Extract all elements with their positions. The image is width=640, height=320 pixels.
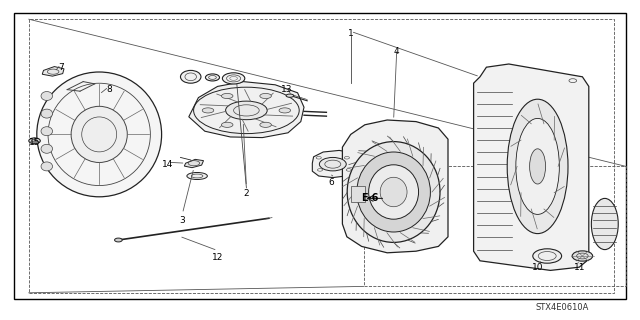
Ellipse shape [115, 238, 122, 242]
Ellipse shape [572, 251, 593, 261]
Polygon shape [342, 120, 448, 253]
Ellipse shape [591, 198, 618, 250]
Text: 15: 15 [29, 138, 40, 147]
Text: 6: 6 [329, 178, 334, 187]
Ellipse shape [508, 99, 568, 234]
Ellipse shape [41, 162, 52, 171]
Ellipse shape [380, 177, 407, 207]
Ellipse shape [286, 94, 294, 97]
Bar [14, 13, 626, 299]
Ellipse shape [369, 165, 419, 219]
Ellipse shape [516, 118, 559, 214]
Ellipse shape [41, 127, 52, 136]
Bar [351, 186, 365, 202]
Text: 10: 10 [532, 263, 543, 272]
Ellipse shape [221, 93, 233, 99]
Ellipse shape [319, 157, 346, 171]
Text: 3: 3 [180, 216, 185, 225]
Polygon shape [189, 82, 304, 138]
Ellipse shape [41, 92, 52, 100]
Text: STX4E0610A: STX4E0610A [536, 303, 589, 312]
Text: 4: 4 [394, 47, 399, 56]
Ellipse shape [205, 74, 220, 81]
Ellipse shape [180, 70, 201, 83]
Ellipse shape [41, 109, 52, 118]
Bar [29, 19, 614, 293]
Text: 14: 14 [162, 160, 173, 169]
Ellipse shape [348, 141, 440, 243]
Text: 7: 7 [58, 63, 63, 72]
Polygon shape [184, 159, 204, 168]
Polygon shape [312, 150, 360, 178]
Ellipse shape [533, 249, 562, 263]
Ellipse shape [221, 122, 233, 127]
Text: 11: 11 [574, 263, 586, 272]
Ellipse shape [202, 108, 214, 113]
Text: 8: 8 [106, 85, 111, 94]
Ellipse shape [36, 72, 162, 197]
Text: 12: 12 [212, 253, 223, 262]
Ellipse shape [260, 122, 271, 127]
Bar [364, 166, 626, 286]
Polygon shape [474, 64, 589, 270]
Ellipse shape [41, 144, 52, 153]
Ellipse shape [530, 149, 545, 184]
Ellipse shape [357, 152, 431, 232]
Text: E-6: E-6 [361, 193, 378, 204]
Ellipse shape [29, 138, 40, 144]
Ellipse shape [71, 106, 127, 163]
Polygon shape [42, 67, 64, 76]
Ellipse shape [279, 108, 291, 113]
Ellipse shape [187, 172, 207, 180]
Text: 1: 1 [348, 29, 353, 38]
Ellipse shape [260, 93, 271, 99]
Text: 2: 2 [244, 189, 249, 198]
Ellipse shape [223, 73, 244, 84]
Ellipse shape [226, 101, 268, 120]
Text: 13: 13 [281, 85, 292, 94]
